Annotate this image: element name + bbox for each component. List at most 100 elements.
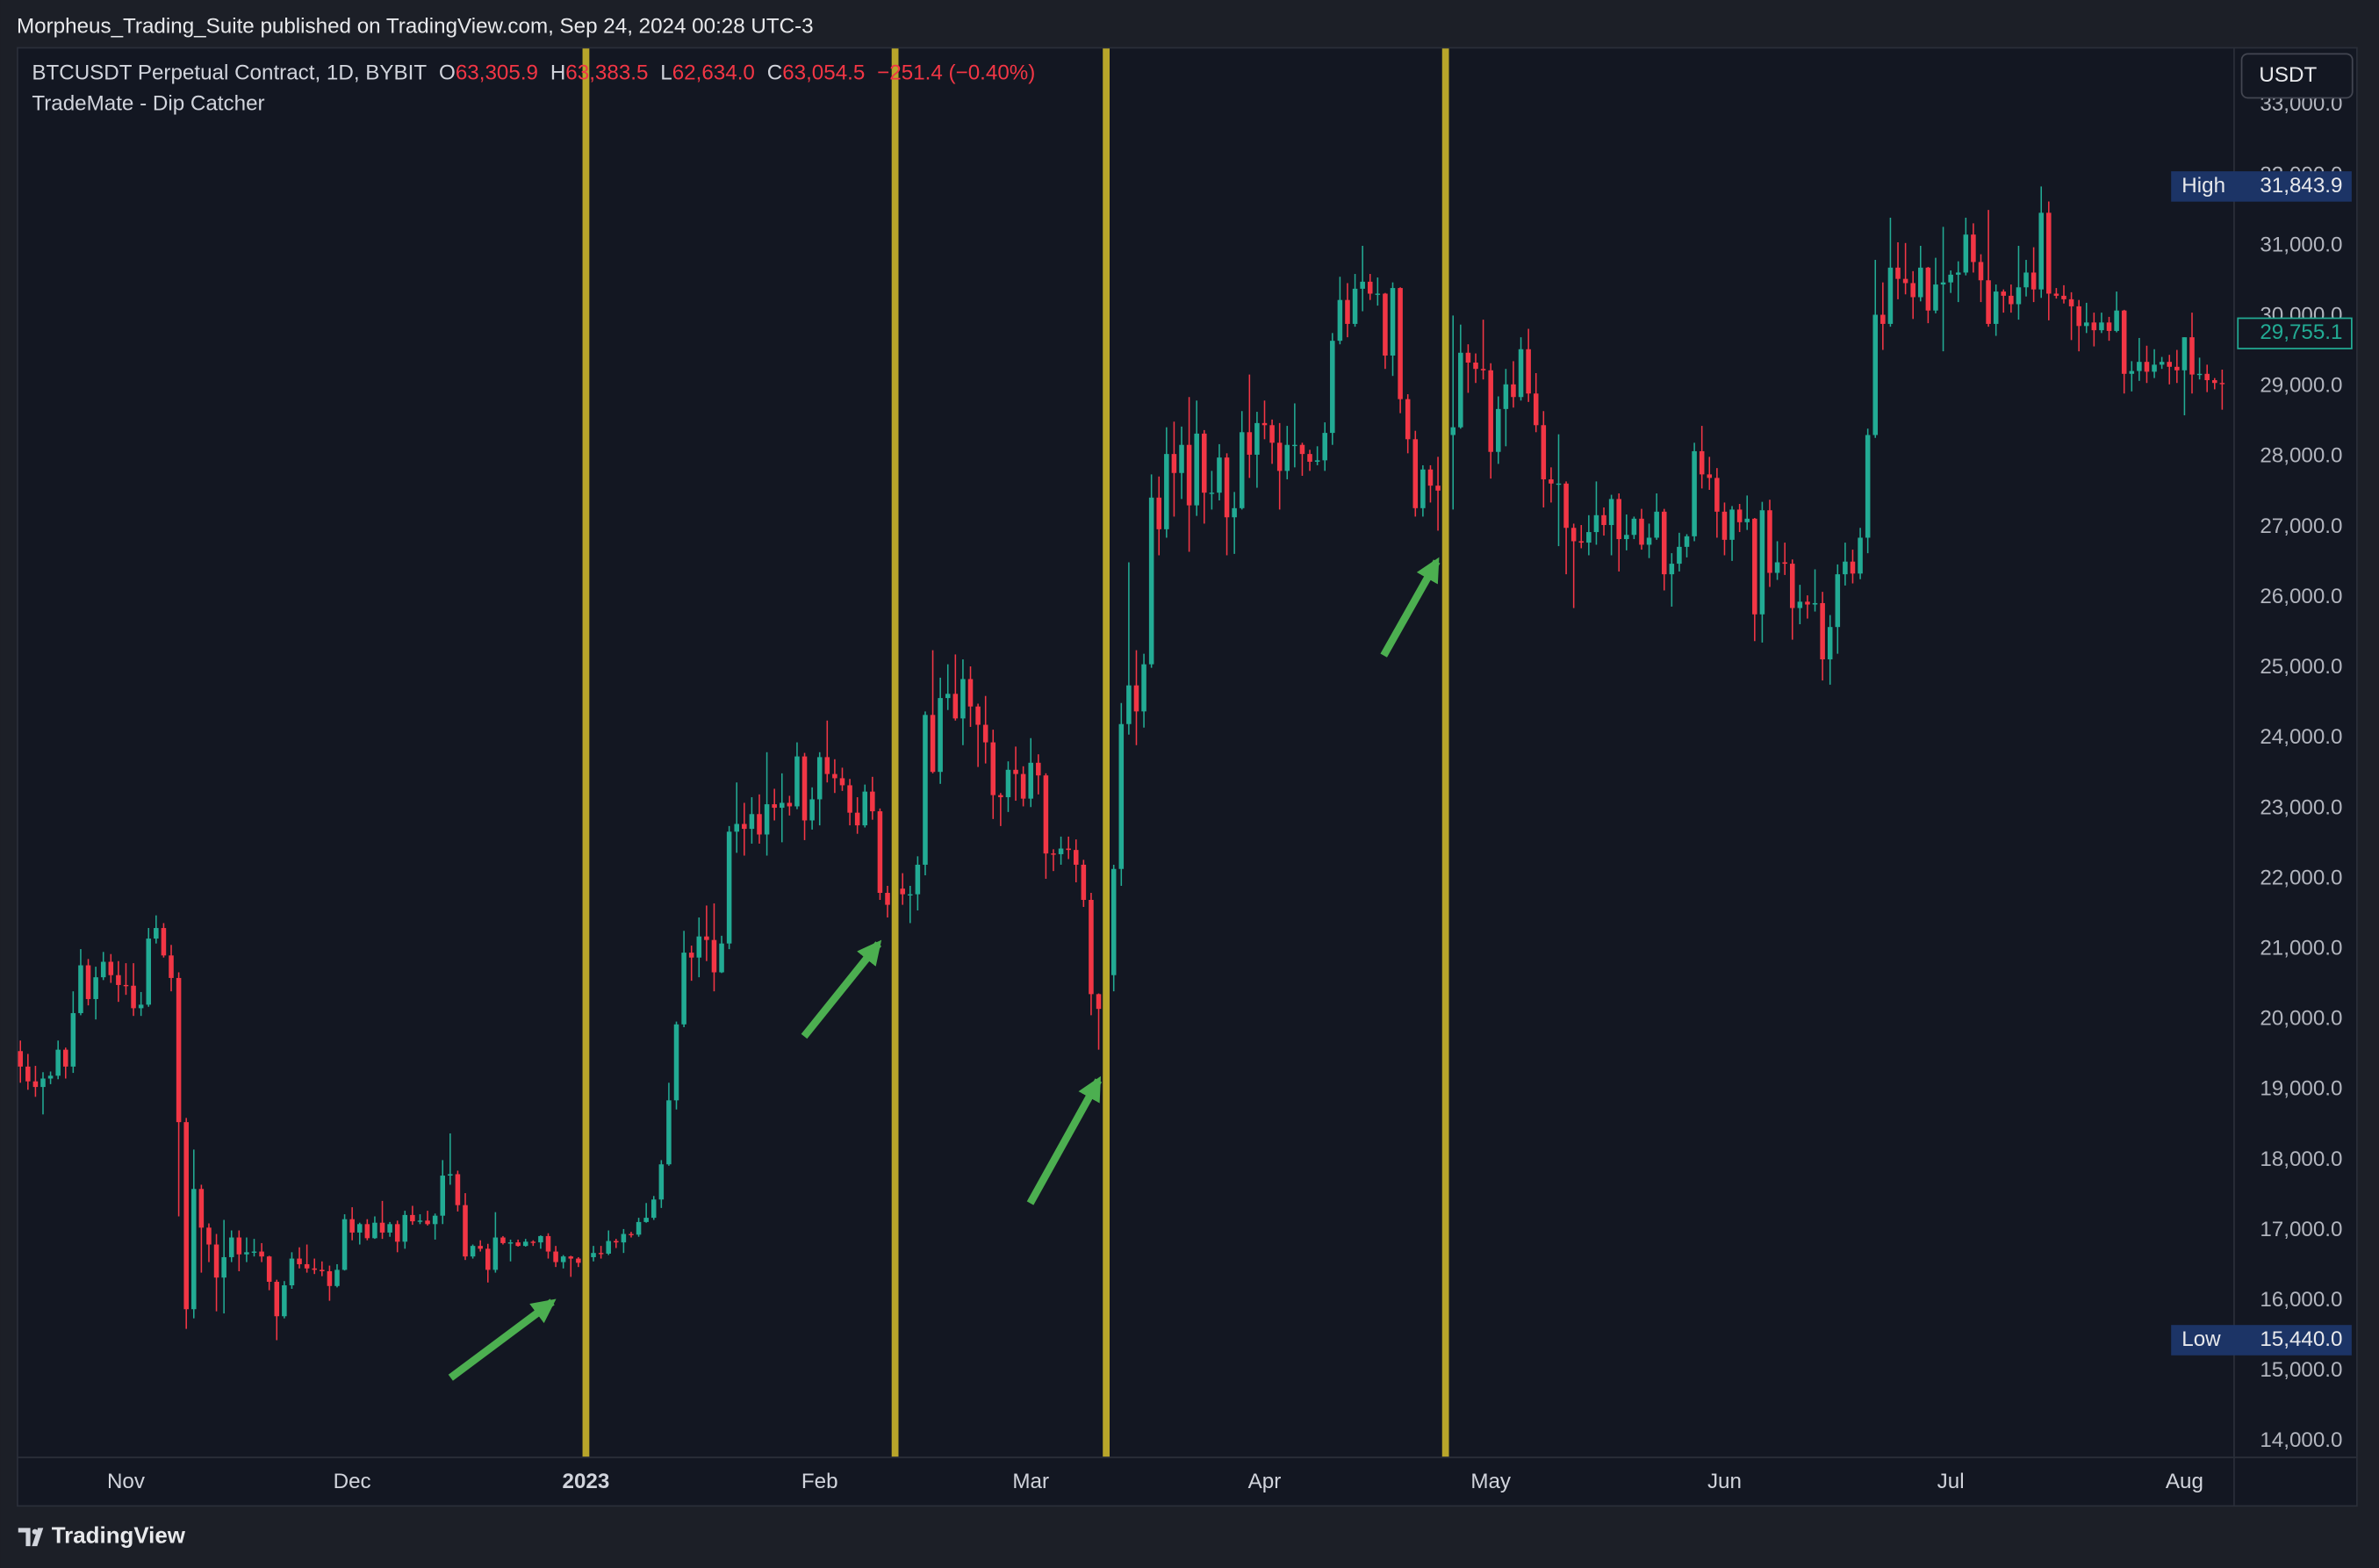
candle-body [1435,486,1441,491]
legend-key: H [550,61,565,85]
symbol-legend: BTCUSDT Perpetual Contract, 1D, BYBIT O63… [32,61,1035,85]
candle-body [455,1174,461,1205]
candle-body [772,804,777,809]
candle-body [1736,509,1743,522]
candle-body [1480,369,1486,370]
candle-body [1081,864,1087,901]
candle-body [1835,574,1841,628]
candle-body [1036,762,1041,776]
candle-body [1202,433,1207,493]
x-tick-label: May [1470,1470,1512,1493]
candle-body [1880,314,1886,324]
candle-body [650,1199,657,1219]
candle-body [1684,536,1690,547]
y-tick-label: 19,000.0 [2260,1077,2342,1101]
candle-body [681,953,686,1025]
candle-body [998,795,1003,798]
candle-body [2196,373,2203,376]
candle-body [1902,278,1908,284]
candle-body [1843,561,1848,575]
candle-body [1608,499,1614,526]
candle-body [1217,457,1222,493]
indicator-name: TradeMate - Dip Catcher [32,92,264,116]
candle-body [1186,444,1192,506]
x-tick-label: Mar [1012,1470,1049,1493]
candle-body [1827,627,1833,660]
candle-body [870,791,875,812]
candle-body [545,1235,551,1252]
candle-body [1850,561,1856,574]
candle-body [787,802,793,807]
candle-body [1005,769,1011,798]
candle-body [1284,444,1290,471]
candle-body [2212,380,2217,384]
candle-body [1096,994,1102,1010]
y-tick-label: 21,000.0 [2260,936,2342,960]
candle-body [1578,541,1585,543]
legend-value: 63,054.5 [782,61,865,85]
candle-body [259,1251,264,1257]
candle-body [1292,444,1297,447]
candle-body [1744,518,1750,522]
candle-body [1865,435,1871,538]
candle-body [138,1004,144,1009]
candle-body [885,892,890,905]
candle-body [2083,322,2089,327]
candle-body [1526,349,1531,394]
candle-body [2016,287,2022,305]
candle-body [801,756,808,821]
candle-body [1669,564,1675,575]
candle-body [266,1256,272,1282]
candle-body [349,1219,355,1233]
candle-body [2189,337,2195,375]
candle-body [1940,282,1946,285]
candle-body [1420,469,1426,508]
candle-body [2204,373,2210,381]
candle-body [1692,450,1697,536]
candle-body [900,888,905,895]
candle-body [1028,762,1033,799]
legend-value: 63,383.5 [565,61,648,85]
candle-body [1450,427,1456,435]
candle-body [2053,293,2059,296]
candle-body [1955,272,1961,275]
time-axis [18,1457,2357,1506]
candle-body [704,936,709,940]
arrow [448,1298,557,1381]
candle-body [116,975,121,985]
candle-body [764,804,770,835]
candle-body [1058,848,1064,854]
candle-body [530,1241,536,1243]
candle-body [1503,384,1509,409]
candle-body [244,1252,249,1255]
candle-body [614,1241,619,1243]
candle-body [1993,291,1999,324]
candle-body [923,715,928,865]
candle-body [1533,393,1539,426]
candle-body [176,977,182,1123]
candle-body [780,802,785,809]
y-tick-label: 27,000.0 [2260,514,2342,538]
currency-button[interactable]: USDT [2240,53,2354,99]
last-price-box [2237,317,2353,349]
candle-body [485,1248,491,1270]
y-tick-label: 17,000.0 [2260,1218,2342,1241]
x-tick-label: Jun [1707,1470,1742,1493]
candle-body [274,1281,280,1317]
candle-body [1224,457,1230,518]
candle-body [1307,454,1312,462]
candle-body [1699,450,1705,475]
x-tick-label: 2023 [563,1470,610,1493]
x-tick-label: Jul [1937,1470,1965,1493]
candle-body [221,1256,226,1278]
candle-body [228,1237,234,1257]
candle-body [1518,349,1524,398]
candle-body [2068,298,2074,306]
candle-body [794,756,800,807]
candle-body [2152,364,2157,372]
candle-body [251,1251,257,1253]
candle-body [967,679,974,707]
candle-body [1707,474,1713,478]
candle-body [515,1242,521,1247]
